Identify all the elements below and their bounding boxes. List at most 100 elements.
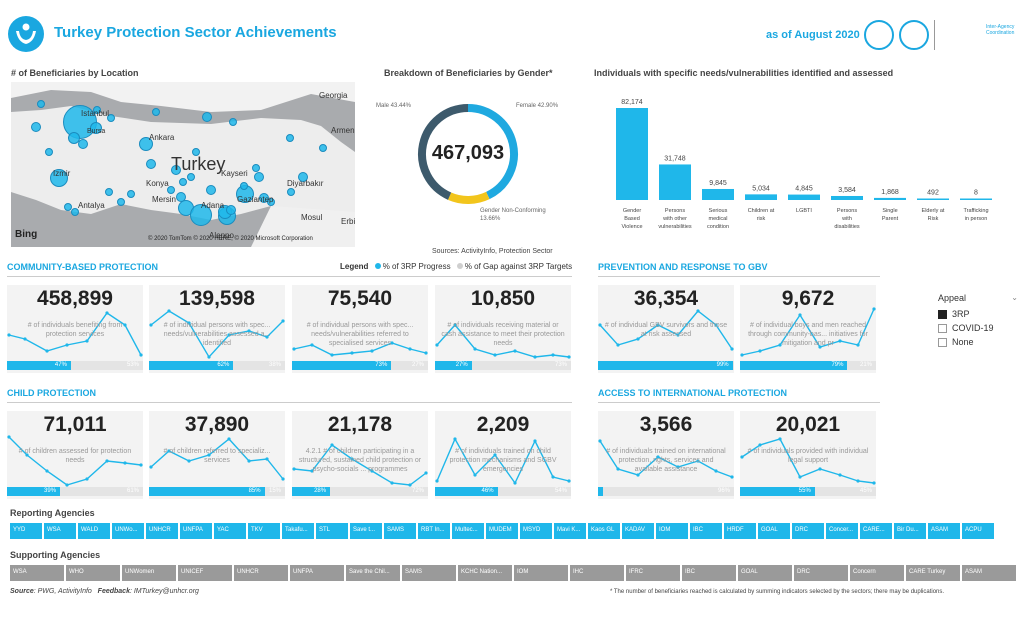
agency-chip[interactable]: DRC [792,523,824,539]
map-bubble[interactable] [146,159,156,169]
agency-chip[interactable]: WHO [66,565,120,581]
donut-slice-male[interactable] [418,104,469,200]
map-bubble[interactable] [90,122,102,134]
needs-bar[interactable] [917,198,949,201]
agency-chip[interactable]: CARE... [860,523,892,539]
agency-chip[interactable]: MUDEM [486,523,518,539]
map-bubble[interactable] [127,190,135,198]
map-bubble[interactable] [286,134,294,142]
agency-chip[interactable]: MSYD [520,523,552,539]
map-bubble[interactable] [78,139,88,149]
map-bubble[interactable] [319,144,327,152]
map-bubble[interactable] [240,182,248,190]
map-bubble[interactable] [206,185,216,195]
map-bubble[interactable] [252,164,260,172]
agency-chip[interactable]: IOM [656,523,688,539]
agency-chip[interactable]: Takafu... [282,523,314,539]
needs-bar[interactable] [616,108,648,200]
agency-chip[interactable]: WSA [10,565,64,581]
agency-chip[interactable]: IHC [570,565,624,581]
agency-chip[interactable]: IBC [690,523,722,539]
map-bubble[interactable] [298,172,308,182]
agency-chip[interactable]: Kaos GL [588,523,620,539]
agency-chip[interactable]: STL [316,523,348,539]
agency-chip[interactable]: HRDF [724,523,756,539]
agency-chip[interactable]: Multec... [452,523,484,539]
slicer-option-none[interactable]: None [938,335,1018,349]
needs-bar[interactable] [874,197,906,200]
map-bubble[interactable] [50,169,68,187]
map-bubble[interactable] [64,203,72,211]
agency-chip[interactable]: UNWo... [112,523,144,539]
map-bubble[interactable] [45,148,53,156]
agency-chip[interactable]: Save t... [350,523,382,539]
agency-chip[interactable]: Mavi K... [554,523,586,539]
agency-chip[interactable]: Bir Du... [894,523,926,539]
agency-chip[interactable]: YYD [10,523,42,539]
kpi-card[interactable]: 20,021 # of individuals provided with ind… [740,411,876,499]
appeal-slicer[interactable]: Appeal ⌄ 3RP COVID-19 None [938,293,1018,349]
agency-chip[interactable]: UNHCR [234,565,288,581]
needs-bar-chart[interactable]: 82,174 Gender Based Violence 31,748 Persons wi… [610,90,1000,240]
agency-chip[interactable]: DRC [794,565,848,581]
map-bubble[interactable] [105,188,113,196]
agency-chip[interactable]: GOAL [758,523,790,539]
agency-chip[interactable]: ASAM [962,565,1016,581]
map-bubble[interactable] [68,132,80,144]
agency-chip[interactable]: UNICEF [178,565,232,581]
needs-bar[interactable] [788,194,820,200]
agency-chip[interactable]: Concern [850,565,904,581]
kpi-card[interactable]: 139,598 # of individual persons with spec… [149,285,285,373]
needs-bar[interactable] [831,195,863,200]
map-bubble[interactable] [192,148,200,156]
map-bubble[interactable] [93,106,101,114]
agency-chip[interactable]: UNFPA [180,523,212,539]
agency-chip[interactable]: UNWomen [122,565,176,581]
agency-chip[interactable]: CARE Turkey [906,565,960,581]
map-bubble[interactable] [287,188,295,196]
kpi-card[interactable]: 75,540 # of individual persons with spec.… [292,285,428,373]
donut-slice-nonconforming[interactable] [447,191,490,204]
map-bubble[interactable] [179,178,187,186]
needs-bar[interactable] [960,198,992,201]
agency-chip[interactable]: SAMS [402,565,456,581]
agency-chip[interactable]: WSA [44,523,76,539]
kpi-card[interactable]: 10,850 # of individuals receiving materia… [435,285,571,373]
map-bubble[interactable] [202,112,212,122]
chevron-down-icon[interactable]: ⌄ [1011,293,1018,302]
slicer-option-3rp[interactable]: 3RP [938,307,1018,321]
map-bubble[interactable] [139,137,153,151]
kpi-card[interactable]: 3,566 # of individuals trained on interna… [598,411,734,499]
needs-bar[interactable] [745,194,777,200]
agency-chip[interactable]: UNFPA [290,565,344,581]
kpi-card[interactable]: 2,209 # of individuals trained on child p… [435,411,571,499]
agency-chip[interactable]: Concer... [826,523,858,539]
map-bubble[interactable] [254,172,264,182]
map-bubble[interactable] [226,205,236,215]
checkbox-none[interactable] [938,337,947,347]
kpi-card[interactable]: 71,011 # of children assessed for protect… [7,411,143,499]
agency-chip[interactable]: IBC [682,565,736,581]
needs-bar[interactable] [702,188,734,200]
map-bubble[interactable] [107,114,115,122]
agency-chip[interactable]: Save the Chil... [346,565,400,581]
agency-chip[interactable]: ACPU [962,523,994,539]
agency-chip[interactable]: IFRC [626,565,680,581]
map-bubble[interactable] [187,173,195,181]
map-bubble[interactable] [152,108,160,116]
kpi-card[interactable]: 37,890 # of children referred to speciali… [149,411,285,499]
beneficiaries-map[interactable]: Istanbul Bursa Ankara Izmir Konya Kayser… [11,82,355,247]
map-bubble[interactable] [37,100,45,108]
map-bubble[interactable] [117,198,125,206]
map-bubble[interactable] [176,192,186,202]
footer-feedback-text[interactable]: : IMTurkey@unhcr.org [129,588,199,595]
map-bubble[interactable] [167,186,175,194]
map-bubble[interactable] [31,122,41,132]
kpi-card[interactable]: 36,354 # of individual GBV survivors and … [598,285,734,373]
agency-chip[interactable]: ASAM [928,523,960,539]
agency-chip[interactable]: GOAL [738,565,792,581]
kpi-card[interactable]: 458,899 # of individuals benefiting from … [7,285,143,373]
kpi-card[interactable]: 21,178 4.2.1 # of children participating … [292,411,428,499]
checkbox-covid[interactable] [938,323,947,333]
agency-chip[interactable]: SAMS [384,523,416,539]
